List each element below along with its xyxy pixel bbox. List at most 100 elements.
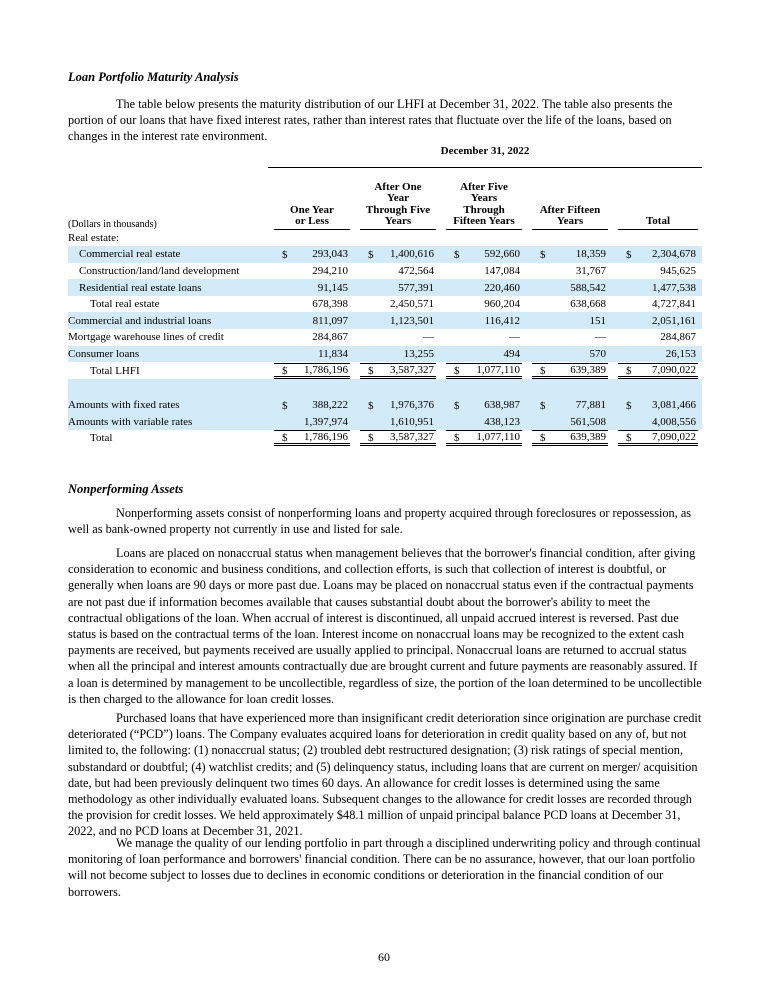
value: 1,077,110 [476, 363, 520, 376]
value-box: 2,450,571 [360, 298, 436, 310]
section-heading: Nonperforming Assets [68, 482, 184, 496]
paragraph: We manage the quality of our lending por… [68, 836, 701, 899]
currency: $ [626, 364, 632, 377]
value: — [595, 331, 606, 344]
value-cell: 945,625 [612, 263, 702, 280]
row-label: Construction/land/land development [79, 264, 240, 277]
value-box: 31,767 [532, 265, 608, 277]
value-box: $1,077,110 [446, 430, 522, 447]
value: — [509, 331, 520, 344]
value-box: $1,077,110 [446, 362, 522, 379]
value-box: 4,727,841 [618, 298, 698, 310]
value: 1,123,501 [390, 314, 434, 327]
value-box: 1,397,974 [274, 416, 350, 428]
currency: $ [368, 364, 374, 377]
currency: $ [368, 432, 374, 445]
value-box: $1,400,616 [360, 248, 436, 262]
value: 3,081,466 [652, 399, 696, 412]
value-cell: 31,767 [526, 263, 612, 280]
maturity-table: December 31, 2022 (Dollars in thousands) O… [68, 145, 702, 447]
value: 31,767 [575, 264, 606, 277]
value-box: $7,090,022 [618, 430, 698, 447]
value-box: $388,222 [274, 399, 350, 413]
column-header: Total [618, 215, 698, 230]
value-cell: 438,123 [440, 413, 526, 430]
value: 1,397,974 [304, 415, 348, 428]
value: 388,222 [312, 399, 348, 412]
value-cell: $388,222 [268, 397, 354, 414]
spacer [68, 379, 702, 397]
value-box: 577,391 [360, 282, 436, 294]
value-box: $2,304,678 [618, 248, 698, 261]
column-header: One Year or Less [274, 204, 350, 230]
unit-cell: (Dollars in thousands) [68, 168, 268, 230]
value-cell: 1,477,538 [612, 279, 702, 296]
value-box: $7,090,022 [618, 362, 698, 379]
value: 220,460 [484, 281, 520, 294]
currency: $ [368, 400, 374, 413]
row-label-cell: Amounts with variable rates [68, 413, 268, 430]
value: 639,389 [570, 363, 606, 376]
row-label-cell: Commercial real estate [68, 246, 268, 263]
value-box: 1,123,501 [360, 315, 436, 327]
value: 116,412 [484, 314, 520, 327]
paragraph: Purchased loans that have experienced mo… [68, 711, 702, 839]
value-box: $592,660 [446, 248, 522, 262]
value-box: $1,786,196 [274, 430, 350, 447]
value-box: 4,008,556 [618, 416, 698, 428]
value-cell: 4,727,841 [612, 296, 702, 313]
currency: $ [626, 400, 632, 413]
value-box: 960,204 [446, 298, 522, 310]
value-cell: 811,097 [268, 312, 354, 329]
column-header-cell: One Year or Less [268, 168, 354, 230]
value-box: 220,460 [446, 282, 522, 294]
value: 4,008,556 [652, 415, 696, 428]
currency: $ [282, 249, 288, 262]
header-row: (Dollars in thousands) One Year or Less Af… [68, 168, 702, 230]
value-box: — [532, 331, 608, 343]
value-box: $3,587,327 [360, 430, 436, 447]
value-box: $638,987 [446, 399, 522, 412]
value-box: $293,043 [274, 248, 350, 262]
value-cell: $2,304,678 [612, 246, 702, 263]
value-cell: — [526, 329, 612, 346]
column-header-cell: Total [612, 168, 702, 230]
value-cell: 494 [440, 346, 526, 363]
table-row: Total $1,786,196 $3,587,327 $1,077,110 $639,… [68, 430, 702, 447]
table-row: Commercial real estate $293,043 $1,400,616… [68, 246, 702, 263]
value: 1,400,616 [390, 248, 434, 261]
row-label: Real estate: [68, 231, 120, 244]
table-row: Residential real estate loans 91,145 577,3… [68, 279, 702, 296]
value-cell: $18,359 [526, 246, 612, 263]
value-box: $3,081,466 [618, 399, 698, 413]
value: 1,077,110 [476, 431, 520, 444]
value: 4,727,841 [652, 298, 696, 311]
value-cell: $639,389 [526, 430, 612, 447]
value: 284,867 [312, 331, 348, 344]
currency: $ [540, 432, 546, 445]
value: 13,255 [403, 347, 434, 360]
value-cell: $639,389 [526, 362, 612, 379]
currency: $ [368, 249, 374, 262]
value-cell: — [440, 329, 526, 346]
table-row: Construction/land/land development 294,21… [68, 263, 702, 280]
value-box: 116,412 [446, 315, 522, 327]
value-cell: 638,668 [526, 296, 612, 313]
currency: $ [454, 249, 460, 262]
value-cell: 284,867 [612, 329, 702, 346]
value-box: 494 [446, 348, 522, 360]
period: December 31, 2022 [440, 145, 530, 157]
value-cell: 472,564 [354, 263, 440, 280]
value-cell: $1,786,196 [268, 430, 354, 447]
value: 1,976,376 [390, 399, 434, 412]
value-cell: 13,255 [354, 346, 440, 363]
value-box: — [360, 331, 436, 343]
value: 18,359 [575, 248, 606, 261]
row-label-cell: Real estate: [68, 230, 702, 247]
value-cell: 284,867 [268, 329, 354, 346]
row-label-cell: Total LHFI [68, 362, 268, 379]
currency: $ [282, 400, 288, 413]
currency: $ [282, 432, 288, 445]
value-cell: $1,786,196 [268, 362, 354, 379]
value: 3,587,327 [390, 363, 434, 376]
